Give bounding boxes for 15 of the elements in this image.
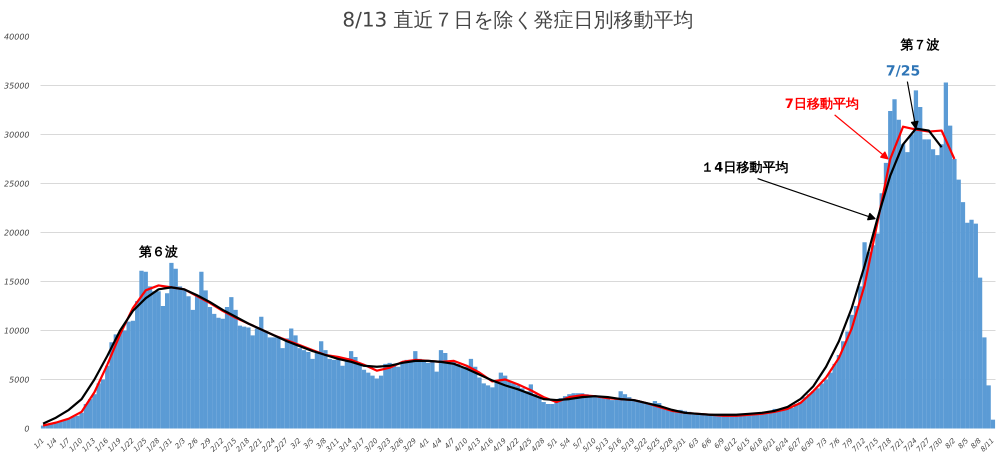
annotation: 第７波 (900, 38, 941, 54)
y-tick-label: 30000 (4, 130, 30, 140)
annotation: 7/25 (886, 64, 920, 80)
text: 7日移動平均 (784, 96, 859, 112)
y-tick-label: 15000 (4, 278, 30, 286)
y-tick-label: 10000 (4, 326, 30, 336)
text: １4日移動平均 (701, 160, 788, 176)
y-tick-label: 25000 (4, 180, 30, 188)
y-tick-label: 5000 (9, 376, 30, 384)
y-tick-label: 35000 (4, 82, 30, 90)
y-tick-label: 0 (24, 424, 30, 434)
annotation: 第６波 (138, 244, 180, 260)
y-tick-label: 20000 (4, 228, 30, 238)
y-tick-label: 40000 (4, 32, 30, 42)
chart-title: 8/13 直近７日を除く発症日別移動平均 (342, 8, 694, 32)
